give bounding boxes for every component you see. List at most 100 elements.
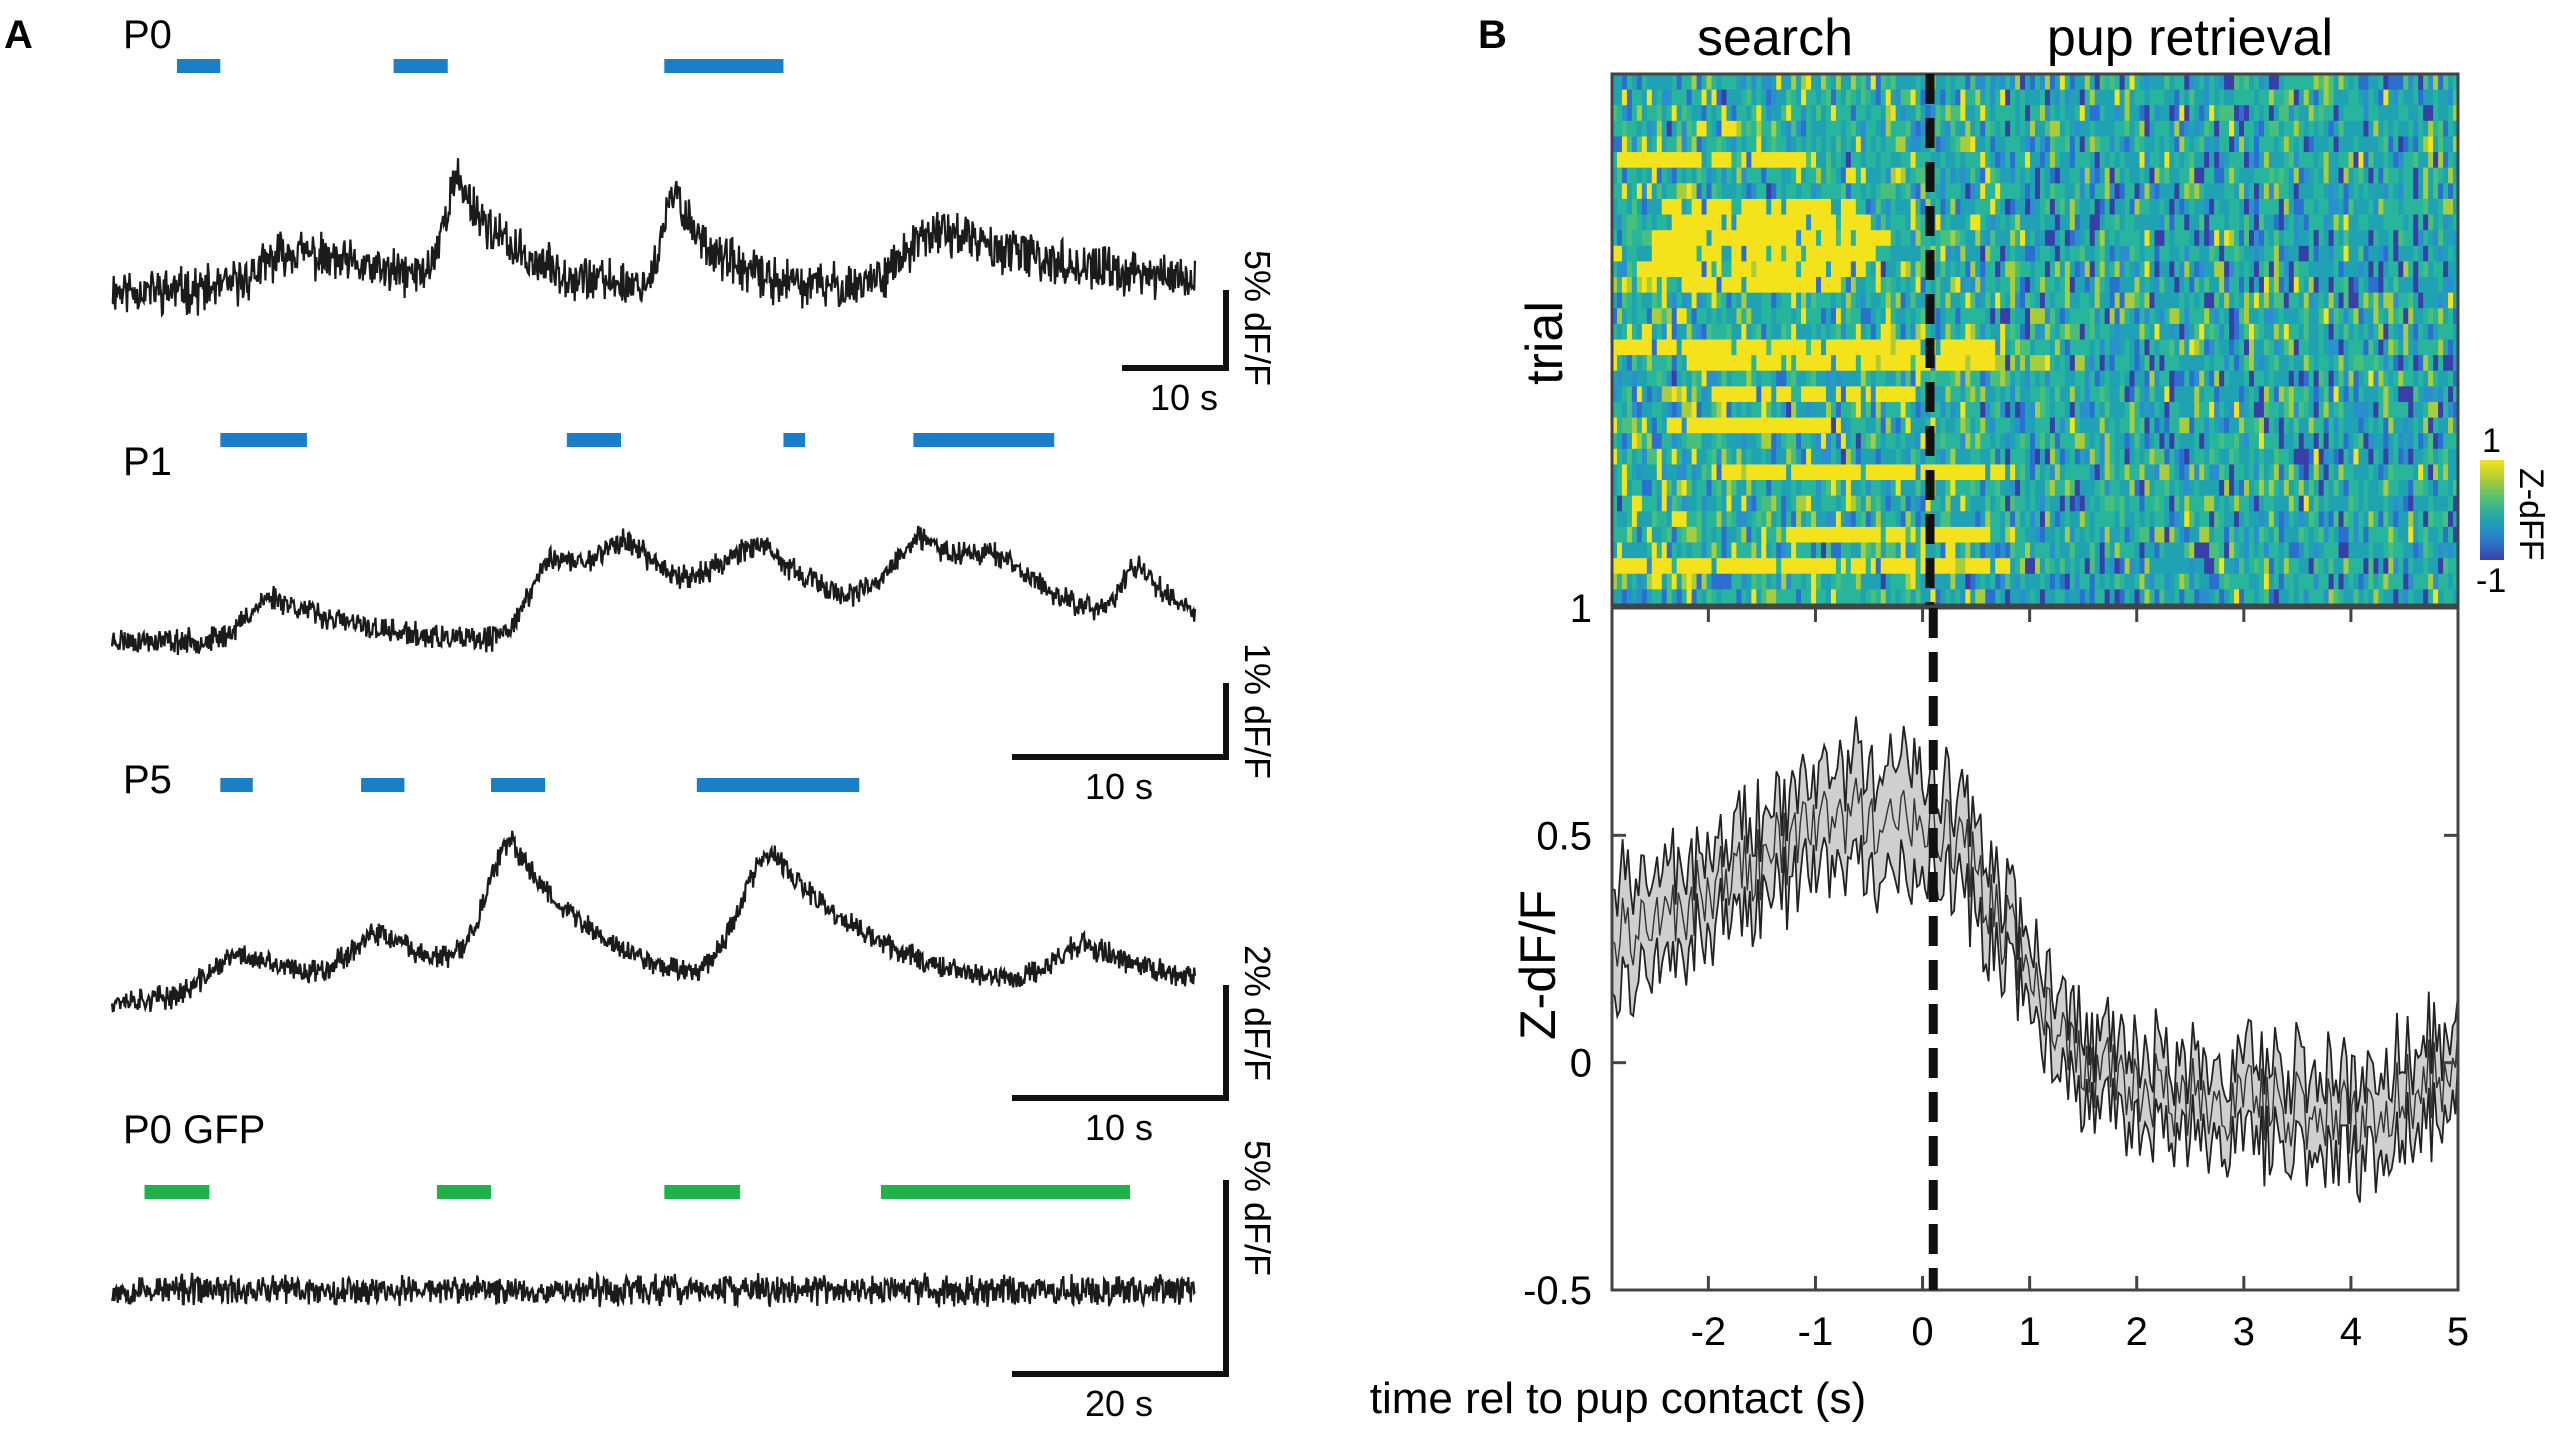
stimulus-bar — [144, 1185, 210, 1199]
heatmap-row — [1612, 89, 2459, 106]
panel-a-letter: A — [4, 13, 33, 57]
stimulus-bar — [696, 778, 860, 792]
trace-label: P0 GFP — [123, 1108, 265, 1152]
chart-frame — [1610, 606, 2460, 1292]
x-tick-label: 1 — [2019, 1310, 2041, 1354]
heatmap-row — [1612, 261, 2459, 278]
dff-trace — [110, 830, 1197, 1013]
colorbar-min-label: -1 — [2476, 562, 2506, 600]
heatmap-row — [1612, 292, 2459, 309]
heatmap-row — [1612, 401, 2459, 419]
heatmap-row — [1612, 417, 2459, 434]
heatmap-row — [1612, 386, 2459, 403]
scale-bar-time-label: 10 s — [1085, 1107, 1153, 1148]
heatmap-row — [1612, 526, 2459, 544]
heatmap-row — [1612, 245, 2459, 263]
stimulus-bar — [783, 433, 806, 447]
heatmap-row — [1612, 277, 2459, 294]
heatmap-row — [1612, 370, 2459, 387]
colorbar-title: Z-dFF — [2512, 468, 2550, 561]
heatmap-row — [1612, 464, 2459, 481]
dff-trace — [110, 1270, 1196, 1309]
stimulus-bar — [880, 1185, 1131, 1199]
scale-bar — [1012, 1180, 1229, 1377]
scale-bar-dff-label: 1% dF/F — [1237, 643, 1278, 779]
heatmap-row — [1612, 167, 2459, 184]
stimulus-bar — [664, 1185, 741, 1199]
heatmap-row — [1612, 105, 2459, 122]
dff-trace — [111, 158, 1197, 319]
scale-bar-dff-label: 2% dF/F — [1237, 945, 1278, 1081]
stimulus-bar — [393, 59, 448, 73]
heatmap-row — [1612, 495, 2459, 512]
heatmap-row — [1612, 214, 2459, 231]
x-tick-label: 0 — [1911, 1310, 1933, 1354]
heatmap-row — [1612, 573, 2459, 590]
scale-bar-time-label: 20 s — [1085, 1383, 1153, 1424]
heatmap-row — [1612, 448, 2459, 466]
heatmap-row — [1612, 433, 2459, 450]
scale-bar — [1122, 290, 1229, 371]
trace-label: P5 — [123, 758, 172, 802]
heatmap-row — [1612, 589, 2459, 606]
y-tick-label: 0 — [1570, 1042, 1592, 1086]
panel-b-letter: B — [1478, 13, 1507, 57]
heatmap-header-pup-retrieval: pup retrieval — [2047, 9, 2333, 67]
heatmap-row — [1612, 323, 2459, 341]
x-tick-label: -2 — [1691, 1310, 1727, 1354]
stimulus-bar — [220, 778, 253, 792]
stimulus-bar — [664, 59, 784, 73]
sem-upper-line — [1611, 716, 2459, 1125]
heatmap-row — [1612, 120, 2459, 138]
trace-label: P0 — [123, 13, 172, 57]
heatmap-row — [1612, 183, 2459, 200]
scale-bar — [1012, 985, 1229, 1101]
heatmap-row — [1612, 230, 2459, 247]
stimulus-bar — [436, 1185, 492, 1199]
heatmap-row — [1612, 558, 2459, 575]
stimulus-bar — [176, 59, 221, 73]
mean-line — [1611, 777, 2459, 1155]
stimulus-bar — [361, 778, 405, 792]
heatmap-row — [1612, 542, 2459, 559]
heatmap-row — [1612, 136, 2459, 153]
y-tick-label: 1 — [1570, 587, 1592, 631]
scale-bar-time-label: 10 s — [1085, 766, 1153, 807]
colorbar — [2480, 460, 2504, 560]
panel-a-traces: P0 10 s 5% dF/F P1 10 s 1% dF/F P5 10 s 2% dF/F P… — [110, 13, 1278, 1424]
scale-bar-time-label: 10 s — [1150, 377, 1218, 418]
y-tick-label: 0.5 — [1536, 814, 1592, 858]
stimulus-bar — [491, 778, 546, 792]
heatmap-row — [1612, 480, 2459, 497]
heatmap-row — [1612, 511, 2459, 528]
stimulus-bar — [913, 433, 1055, 447]
stimulus-bar — [566, 433, 622, 447]
dff-trace — [110, 525, 1197, 655]
stimulus-bar — [220, 433, 307, 447]
x-tick-label: 5 — [2447, 1310, 2469, 1354]
heatmap-row — [1612, 355, 2459, 372]
mean-zdff-chart: -2 -1 0 1 2 3 4 5 -0.5 0 0.5 1 — [1523, 587, 2469, 1354]
x-tick-label: 2 — [2126, 1310, 2148, 1354]
heatmap-row — [1612, 152, 2459, 169]
y-tick-label: -0.5 — [1523, 1269, 1592, 1313]
trace-label: P1 — [123, 440, 172, 484]
trial-heatmap — [1612, 74, 2459, 606]
heatmap-ylabel: trial — [1516, 301, 1574, 385]
heatmap-row — [1612, 198, 2459, 216]
colorbar-max-label: 1 — [2482, 422, 2501, 460]
x-tick-label: 3 — [2233, 1310, 2255, 1354]
scale-bar — [1012, 683, 1229, 760]
heatmap-row — [1612, 339, 2459, 356]
x-tick-label: -1 — [1798, 1310, 1834, 1354]
heatmap-row — [1612, 74, 2459, 91]
scale-bar-dff-label: 5% dF/F — [1237, 250, 1278, 386]
chart-ylabel: Z-dF/F — [1510, 890, 1566, 1040]
chart-xlabel: time rel to pup contact (s) — [1370, 1374, 1866, 1423]
heatmap-header-search: search — [1697, 9, 1853, 67]
x-tick-label: 4 — [2340, 1310, 2362, 1354]
heatmap-frame — [1610, 72, 2460, 607]
heatmap-row — [1612, 308, 2459, 325]
scale-bar-dff-label: 5% dF/F — [1237, 1140, 1278, 1276]
